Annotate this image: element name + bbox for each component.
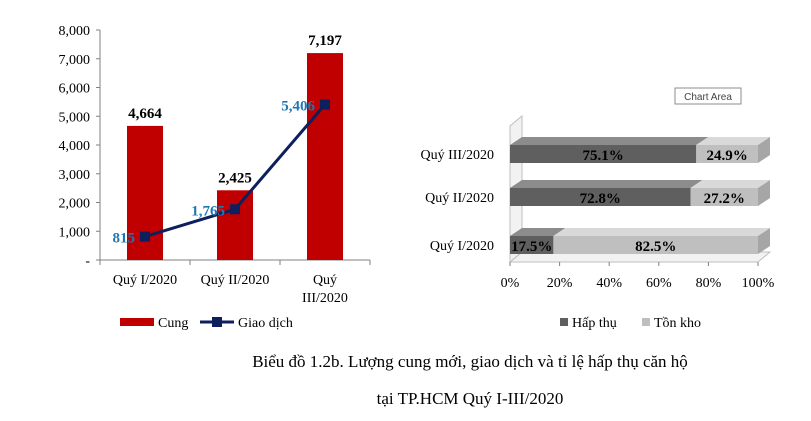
chart-area-tooltip-box [674, 87, 742, 105]
line-point [320, 99, 330, 110]
chart-area-tooltip: Chart Area [684, 92, 732, 103]
y-tick-label: 8,000 [59, 24, 91, 39]
bar-hap-thu [510, 145, 697, 163]
bar-top-hap-thu [510, 137, 709, 145]
legend-swatch-cung [120, 318, 154, 326]
legend-swatch-ton-kho [642, 318, 650, 326]
x-tick-label: 60% [646, 276, 672, 291]
y-tick-label: 1,000 [59, 225, 91, 240]
bar-value-label: 7,197 [308, 33, 342, 49]
line-point [230, 204, 240, 215]
ton-kho-value-label: 82.5% [635, 239, 676, 255]
ton-kho-value-label: 27.2% [704, 191, 745, 207]
bar-cung [307, 53, 343, 261]
y-tick-label: 4,000 [59, 139, 91, 154]
x-category-label: Quý [313, 273, 337, 288]
bar-top-hap-thu [510, 180, 703, 188]
y-category-label: Quý II/2020 [425, 191, 494, 206]
line-value-label: 5,406 [281, 99, 315, 115]
bar-cung [217, 190, 253, 260]
bar-hap-thu [510, 236, 554, 254]
y-category-label: Quý I/2020 [430, 239, 494, 254]
y-tick-label: 5,000 [59, 110, 91, 125]
chart-caption-line2: tại TP.HCM Quý I-III/2020 [376, 389, 564, 408]
y-tick-label: 2,000 [59, 197, 91, 212]
hap-thu-value-label: 17.5% [511, 239, 552, 255]
y-tick-label: 7,000 [59, 53, 91, 68]
y-tick-label: - [85, 254, 90, 269]
bar-top-ton-kho [690, 180, 770, 188]
bar-ton-kho [690, 188, 758, 206]
x-tick-label: 20% [547, 276, 573, 291]
bar-top-ton-kho [696, 137, 770, 145]
y-tick-label: 6,000 [59, 82, 91, 97]
y-tick-label: 3,000 [59, 168, 91, 183]
hap-thu-value-label: 72.8% [580, 191, 621, 207]
bar-top-ton-kho [553, 228, 770, 236]
legend-label-giao-dich: Giao dịch [238, 316, 293, 331]
x-tick-label: 80% [696, 276, 722, 291]
legend-label-ton-kho: Tồn kho [654, 316, 701, 331]
bar-value-label: 4,664 [128, 106, 162, 122]
line-point [140, 231, 150, 242]
bar-side [758, 228, 770, 254]
x-tick-label: 0% [501, 276, 520, 291]
bar-ton-kho [696, 145, 758, 163]
x-category-label: Quý I/2020 [113, 273, 177, 288]
legend-label-hap-thu: Hấp thụ [572, 316, 617, 331]
bar-side [758, 180, 770, 206]
legend-swatch-hap-thu [560, 318, 568, 326]
line-value-label: 1,765 [191, 203, 225, 219]
bar-value-label: 2,425 [218, 170, 252, 186]
x-tick-label: 100% [742, 276, 775, 291]
bar-side [758, 137, 770, 163]
x-category-label: Quý II/2020 [201, 273, 270, 288]
bar-ton-kho [553, 236, 758, 254]
hap-thu-value-label: 75.1% [582, 148, 623, 164]
y-category-label: Quý III/2020 [421, 148, 495, 163]
legend-label-cung: Cung [158, 316, 188, 331]
bar-hap-thu [510, 188, 691, 206]
x-tick-label: 40% [596, 276, 622, 291]
ton-kho-value-label: 24.9% [706, 148, 747, 164]
line-value-label: 815 [113, 231, 136, 247]
legend-marker-giao-dich [212, 317, 222, 327]
bar-top-hap-thu [510, 228, 566, 236]
chart-caption-line1: Biểu đồ 1.2b. Lượng cung mới, giao dịch … [252, 352, 688, 371]
x-category-label: III/2020 [302, 291, 348, 306]
